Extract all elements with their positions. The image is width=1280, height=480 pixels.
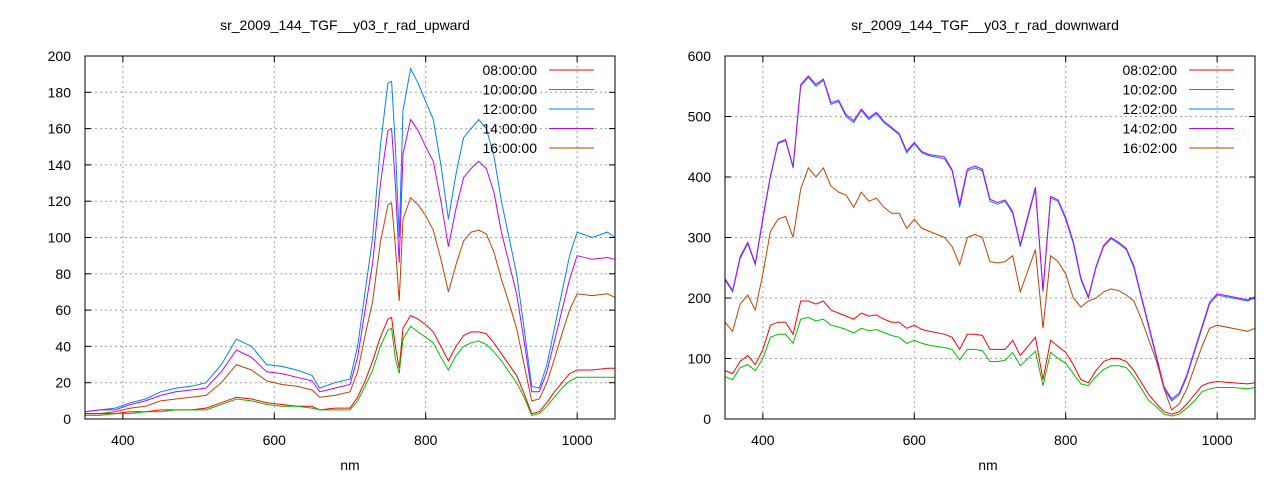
y-tick-label: 160 (48, 121, 72, 137)
series-line-16-00-00 (85, 196, 616, 415)
series-line-12-00-00 (84, 67, 616, 413)
y-tick-label: 500 (688, 109, 712, 125)
chart-title: sr_2009_144_TGF__y03_r_rad_upward (220, 17, 470, 33)
legend-label: 14:00:00 (483, 121, 538, 137)
y-tick-label: 200 (48, 48, 72, 64)
y-tick-label: 400 (688, 169, 712, 185)
x-tick-label: 400 (751, 432, 775, 448)
x-tick-label: 400 (111, 432, 135, 448)
y-tick-label: 120 (48, 193, 72, 209)
x-tick-label: 800 (1054, 432, 1078, 448)
legend-label: 14:02:00 (1123, 121, 1178, 137)
downward-radiance-chart: sr_2009_144_TGF__y03_r_rad_downward nm 4… (688, 17, 1256, 473)
legend-label: 12:00:00 (483, 101, 538, 117)
legend-label: 12:02:00 (1123, 101, 1178, 117)
y-tick-label: 100 (688, 351, 712, 367)
series-line-08-02-00 (724, 300, 1256, 415)
series-line-08-00-00 (85, 314, 615, 415)
x-tick-label: 600 (903, 432, 927, 448)
upward-radiance-chart: sr_2009_144_TGF__y03_r_rad_upward nm 400… (48, 17, 616, 473)
y-tick-label: 0 (703, 411, 711, 427)
y-tick-label: 140 (48, 157, 72, 173)
y-tick-label: 0 (63, 411, 71, 427)
legend-label: 16:02:00 (1123, 140, 1178, 156)
y-tick-label: 100 (48, 230, 72, 246)
x-tick-label: 600 (263, 432, 287, 448)
y-tick-label: 200 (688, 290, 712, 306)
series-line-10-00-00 (85, 325, 615, 416)
series-line-14-02-00 (724, 75, 1256, 400)
y-tick-label: 80 (55, 266, 71, 282)
y-tick-label: 300 (688, 230, 712, 246)
legend-label: 10:00:00 (483, 82, 538, 98)
x-axis-label: nm (978, 457, 997, 473)
legend-label: 08:00:00 (483, 62, 538, 78)
x-tick-label: 800 (414, 432, 438, 448)
y-tick-label: 20 (55, 375, 71, 391)
legend-label: 16:00:00 (483, 140, 538, 156)
legend-label: 08:02:00 (1123, 62, 1178, 78)
x-tick-label: 1000 (562, 432, 593, 448)
x-tick-label: 1000 (1202, 432, 1233, 448)
y-tick-label: 600 (688, 48, 712, 64)
plot-frame (84, 55, 616, 420)
chart-title: sr_2009_144_TGF__y03_r_rad_downward (851, 17, 1119, 33)
y-tick-label: 180 (48, 84, 72, 100)
series-line-10-02-00 (724, 316, 1256, 417)
y-tick-label: 40 (55, 338, 71, 354)
x-axis-label: nm (340, 457, 359, 473)
series-line-16-02-00 (724, 166, 1256, 411)
plot-frame (724, 55, 1256, 420)
legend-label: 10:02:00 (1123, 82, 1178, 98)
series-line-14-00-00 (84, 118, 616, 413)
y-tick-label: 60 (55, 302, 71, 318)
